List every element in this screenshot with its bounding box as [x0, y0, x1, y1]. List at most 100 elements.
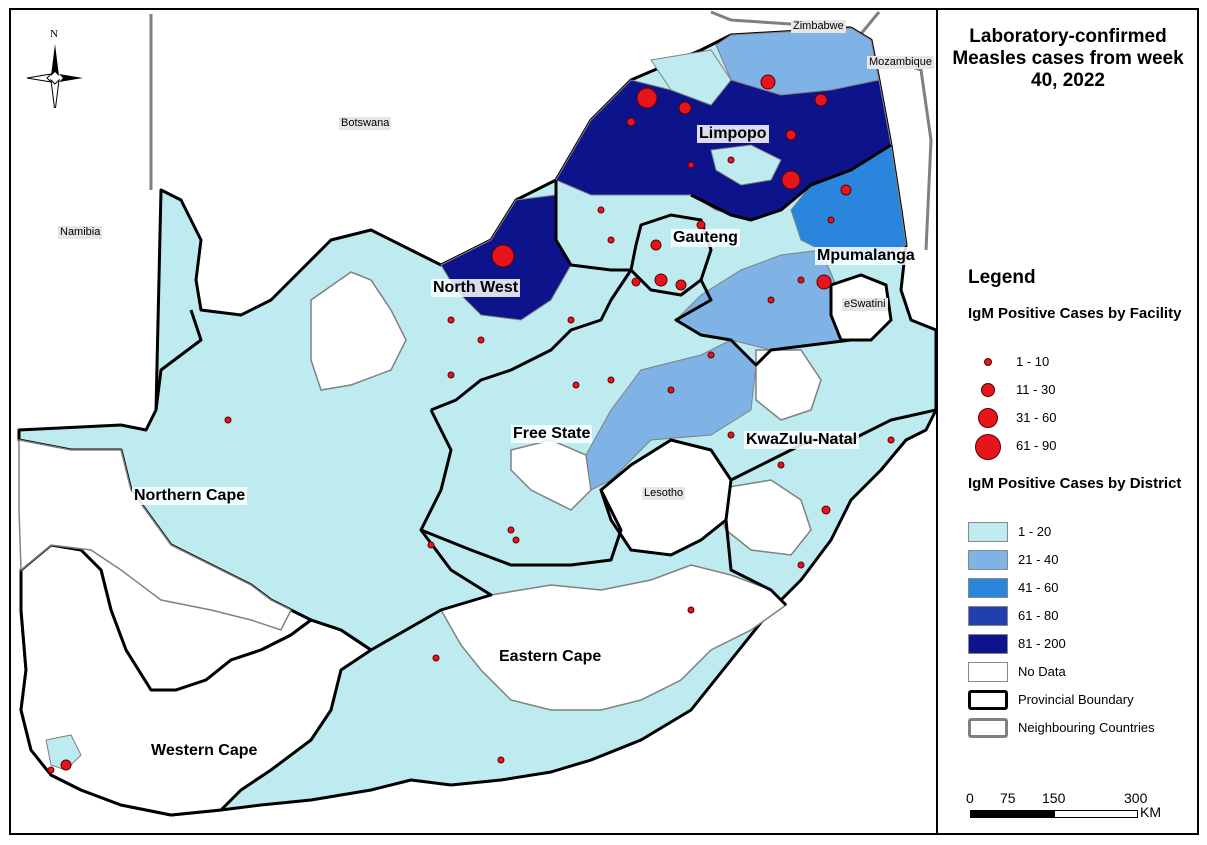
legend-facility-item: 31 - 60	[968, 407, 1168, 431]
legend-district-label: 1 - 20	[1018, 524, 1052, 539]
scale-tick: 75	[1000, 790, 1016, 806]
legend-facility-label: 1 - 10	[1016, 354, 1050, 369]
facility-point	[687, 161, 695, 169]
legend-neighbouring-countries: Neighbouring Countries	[968, 718, 1178, 740]
facility-point	[626, 117, 636, 127]
facility-point	[707, 351, 715, 359]
scale-tick: 150	[1042, 790, 1066, 806]
facility-point	[727, 156, 735, 164]
legend-swatch	[968, 662, 1008, 682]
district-nodata-eastern-cape	[439, 564, 788, 711]
facility-point	[785, 129, 797, 141]
label-limpopo: Limpopo	[697, 125, 769, 143]
legend-heading: Legend	[968, 267, 1036, 288]
facility-point	[675, 279, 687, 291]
legend-district-item: 41 - 60	[968, 578, 1178, 600]
legend-dot-icon	[975, 434, 1001, 460]
facility-point	[840, 184, 852, 196]
district-limpopo-light-2	[650, 49, 732, 106]
facility-point	[760, 74, 776, 90]
label-eastern-cape: Eastern Cape	[497, 648, 604, 666]
facility-point	[687, 606, 695, 614]
facility-point	[696, 220, 706, 230]
legend-district-label: 41 - 60	[1018, 580, 1059, 595]
facility-point	[781, 170, 801, 190]
label-mpumalanga: Mpumalanga	[815, 247, 917, 265]
label-botswana: Botswana	[339, 117, 392, 130]
legend-facility-label: 11 - 30	[1016, 382, 1056, 397]
compass-label: N	[50, 28, 58, 40]
scale-unit: KM	[1140, 804, 1161, 820]
facility-point	[507, 526, 515, 534]
facility-point	[572, 381, 580, 389]
scale-tick: 300	[1124, 790, 1148, 806]
legend-facility-item: 1 - 10	[968, 351, 1168, 375]
label-northern-cape: Northern Cape	[132, 487, 248, 505]
legend-boundary-swatch	[968, 690, 1008, 710]
legend-facility-item: 11 - 30	[968, 379, 1168, 403]
legend-district-item: No Data	[968, 662, 1178, 684]
facility-point	[727, 431, 735, 439]
legend-swatch	[968, 522, 1008, 542]
facility-point	[607, 236, 615, 244]
compass-icon	[26, 44, 83, 113]
facility-point	[636, 87, 658, 109]
legend-facility-item: 61 - 90	[968, 434, 1168, 460]
label-western-cape: Western Cape	[149, 742, 260, 760]
facility-point	[821, 505, 831, 515]
facility-point	[650, 239, 662, 251]
district-nodata-northwest	[310, 271, 407, 391]
label-eswatini: eSwatini	[842, 298, 888, 311]
legend-dot-icon	[984, 358, 992, 366]
legend-district-item: 81 - 200	[968, 634, 1178, 656]
scale-tick: 0	[966, 790, 974, 806]
facility-point	[427, 541, 435, 549]
legend-district-heading: IgM Positive Cases by District	[968, 475, 1182, 492]
facility-point	[432, 654, 440, 662]
legend-neighbour-label: Neighbouring Countries	[1018, 720, 1155, 735]
map-frame: N Zimbabwe Mozambique Botswana Namibia e…	[9, 8, 1199, 835]
facility-point	[47, 766, 55, 774]
legend-swatch	[968, 550, 1008, 570]
district-nodata-kzn-2	[755, 349, 822, 421]
facility-point	[777, 461, 785, 469]
legend-boundary-label: Provincial Boundary	[1018, 692, 1134, 707]
label-kwazulu-natal: KwaZulu-Natal	[744, 431, 860, 449]
facility-point	[607, 376, 615, 384]
facility-point	[631, 277, 641, 287]
legend-provincial-boundary: Provincial Boundary	[968, 690, 1178, 712]
facility-point	[597, 206, 605, 214]
facility-point	[797, 276, 805, 284]
facility-points	[47, 74, 895, 774]
district-nodata-northern-cape	[18, 439, 293, 631]
legend-facility-label: 61 - 90	[1016, 438, 1057, 453]
facility-point	[60, 759, 72, 771]
facility-point	[827, 216, 835, 224]
legend-district-item: 61 - 80	[968, 606, 1178, 628]
facility-point	[567, 316, 575, 324]
scale-segment-dark	[970, 810, 1054, 818]
label-north-west: North West	[431, 279, 521, 297]
district-nodata-kzn	[709, 479, 812, 556]
label-free-state: Free State	[511, 425, 593, 443]
facility-point	[767, 296, 775, 304]
legend-swatch	[968, 578, 1008, 598]
facility-point	[887, 436, 895, 444]
facility-point	[224, 416, 232, 424]
scale-segment-light	[1054, 810, 1138, 818]
legend-swatch	[968, 606, 1008, 626]
facility-point	[491, 244, 515, 268]
north-arrow: N	[25, 28, 85, 113]
legend-swatch	[968, 634, 1008, 654]
legend-facility-heading: IgM Positive Cases by Facility	[968, 305, 1182, 322]
legend-dot-icon	[978, 408, 998, 428]
legend-district-item: 21 - 40	[968, 550, 1178, 572]
map-title: Laboratory-confirmed Measles cases from …	[952, 26, 1184, 91]
facility-point	[797, 561, 805, 569]
facility-point	[477, 336, 485, 344]
legend-district-label: 81 - 200	[1018, 636, 1066, 651]
facility-point	[816, 274, 832, 290]
label-lesotho: Lesotho	[642, 487, 686, 500]
facility-point	[678, 101, 692, 115]
map-area: N Zimbabwe Mozambique Botswana Namibia e…	[11, 10, 938, 833]
